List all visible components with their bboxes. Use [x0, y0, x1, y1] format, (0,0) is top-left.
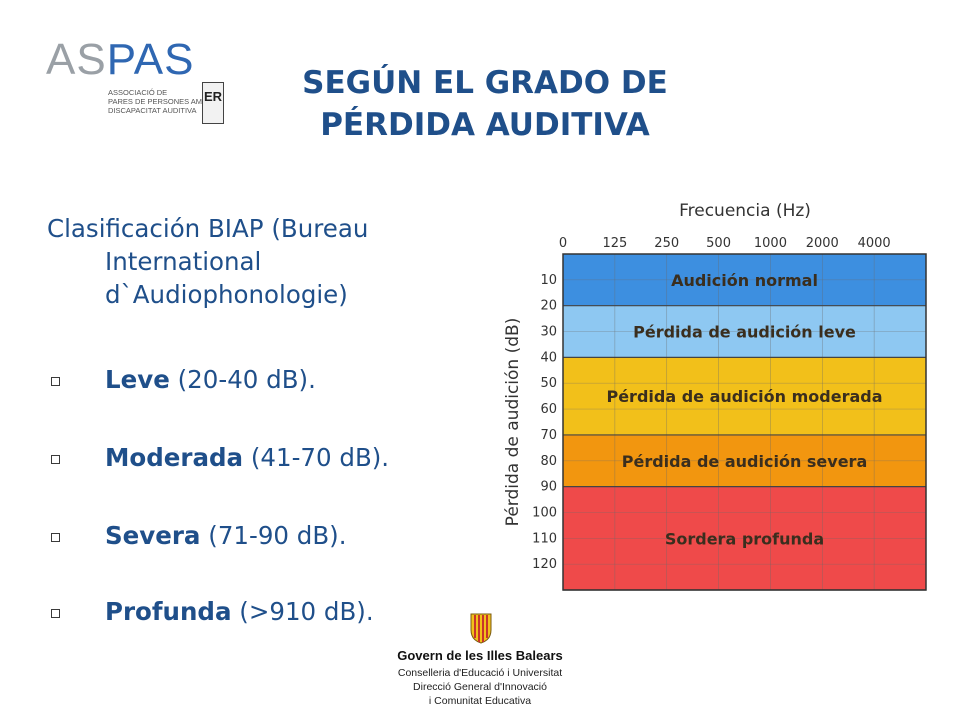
bullet-bold: Profunda — [105, 597, 232, 626]
y-tick-label: 10 — [540, 273, 557, 288]
classification-heading: Clasificación BIAP (Bureau International… — [47, 212, 447, 311]
logo-wordmark: ASPAS — [46, 38, 194, 82]
logo-subtitle-line: PARES DE PERSONES AMB — [108, 97, 208, 106]
logo-as: AS — [46, 35, 107, 84]
bullet-rest: (>910 dB). — [231, 597, 374, 626]
band-3 — [563, 434, 926, 487]
x-tick-label: 0 — [559, 236, 567, 251]
band-label: Pérdida de audición leve — [633, 323, 856, 342]
certification-label: ER — [203, 89, 223, 104]
classification-line-2: International — [105, 247, 262, 276]
bullet-rest: (41-70 dB). — [243, 443, 390, 472]
x-tick-label: 4000 — [858, 236, 891, 251]
x-tick-label: 2000 — [806, 236, 839, 251]
band-label: Pérdida de audición severa — [622, 452, 868, 471]
band-4 — [563, 486, 926, 590]
band-0 — [563, 254, 926, 306]
chart-frame — [562, 253, 927, 591]
band-label: Sordera profunda — [665, 529, 824, 548]
title-line-1: SEGÚN EL GRADO DE — [302, 65, 668, 101]
y-tick-label: 120 — [532, 557, 557, 572]
x-tick-label: 500 — [706, 236, 731, 251]
band-label: Pérdida de audición moderada — [606, 387, 882, 406]
chart-title: Frecuencia (Hz) — [679, 201, 811, 221]
square-bullet-icon — [51, 609, 60, 618]
hearing-loss-chart: Frecuencia (Hz) Pérdida de audición (dB) 0… — [490, 190, 940, 610]
x-tick-label: 1000 — [754, 236, 787, 251]
bullet-rest: (71-90 dB). — [200, 521, 347, 550]
bullet-bold: Moderada — [105, 443, 244, 472]
hearing-loss-chart-svg: Frecuencia (Hz) Pérdida de audición (dB) 0… — [503, 201, 927, 591]
band-1 — [563, 305, 926, 358]
logo-pas: PAS — [106, 35, 195, 84]
y-tick-label: 80 — [540, 454, 557, 469]
chart-ylabel: Pérdida de audición (dB) — [503, 318, 523, 527]
govern-logo: Govern de les Illes Balears Conselleria … — [390, 612, 570, 712]
square-bullet-icon — [51, 533, 60, 542]
bullet-text: Moderada (41-70 dB). — [105, 440, 389, 476]
x-tick-label: 125 — [602, 236, 627, 251]
page-title: SEGÚN EL GRADO DE PÉRDIDA AUDITIVA — [280, 62, 690, 146]
bullet-bold: Severa — [105, 521, 201, 550]
y-tick-label: 90 — [540, 480, 557, 495]
bullet-bold: Leve — [105, 365, 170, 394]
bullet-text: Severa (71-90 dB). — [105, 518, 347, 554]
govern-name: Govern de les Illes Balears — [397, 648, 563, 663]
crest-icon — [470, 613, 492, 644]
y-tick-label: 40 — [540, 350, 557, 365]
square-bullet-icon — [51, 455, 60, 464]
band-label: Audición normal — [671, 271, 818, 290]
y-tick-label: 70 — [540, 428, 557, 443]
logo-subtitle: ASSOCIACIÓ DE PARES DE PERSONES AMB DISC… — [108, 88, 218, 115]
logo-subtitle-line: DISCAPACITAT AUDITIVA — [108, 106, 197, 115]
govern-line: i Comunitat Educativa — [428, 695, 532, 707]
y-tick-label: 20 — [540, 299, 557, 314]
square-bullet-icon — [51, 377, 60, 386]
y-tick-label: 100 — [532, 505, 557, 520]
govern-line: Conselleria d'Educació i Universitat — [397, 667, 563, 679]
bullet-rest: (20-40 dB). — [169, 365, 316, 394]
certification-badge: ER — [202, 82, 224, 124]
aspas-logo: ASPAS ASSOCIACIÓ DE PARES DE PERSONES AM… — [46, 38, 236, 138]
y-tick-label: 60 — [540, 402, 557, 417]
y-tick-label: 50 — [540, 376, 557, 391]
band-2 — [563, 357, 926, 435]
classification-line-3: d`Audiophonologie) — [105, 280, 348, 309]
bullet-text: Leve (20-40 dB). — [105, 362, 316, 398]
y-tick-label: 30 — [540, 325, 557, 340]
title-line-2: PÉRDIDA AUDITIVA — [320, 107, 650, 143]
bullet-text: Profunda (>910 dB). — [105, 594, 374, 630]
govern-line: Direcció General d'Innovació — [413, 681, 547, 693]
classification-line-1: Clasificación BIAP (Bureau — [47, 214, 369, 243]
logo-subtitle-line: ASSOCIACIÓ DE — [108, 88, 168, 97]
x-tick-label: 250 — [654, 236, 679, 251]
y-tick-label: 110 — [532, 531, 557, 546]
